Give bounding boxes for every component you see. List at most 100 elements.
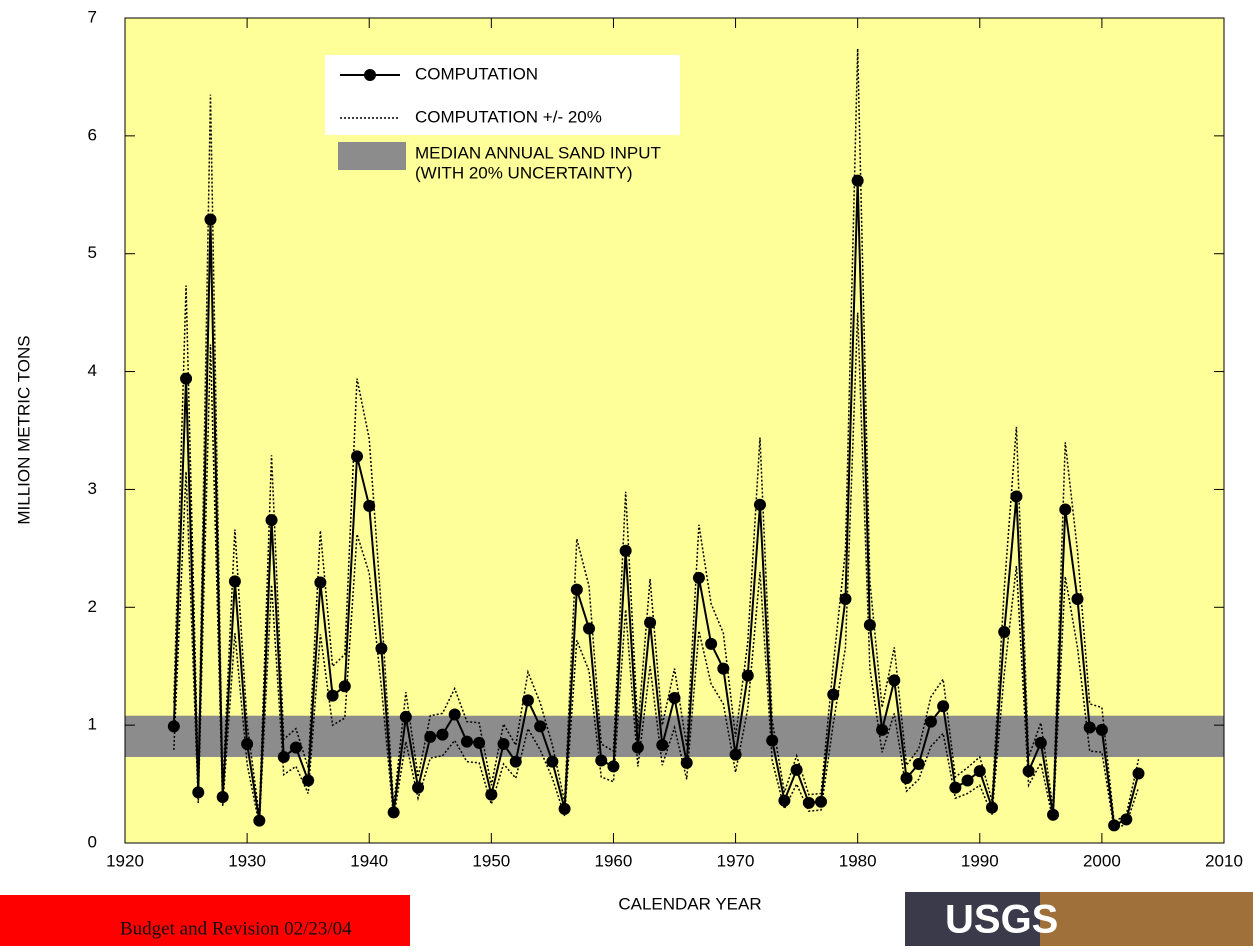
point (485, 788, 498, 801)
note-box (0, 895, 410, 946)
x-tick-label: 2000 (1083, 851, 1121, 870)
x-tick-label: 1920 (106, 851, 144, 870)
x-tick-label: 2010 (1205, 851, 1243, 870)
point (216, 791, 229, 804)
point (766, 734, 779, 747)
point (827, 688, 840, 701)
point (277, 750, 290, 763)
point (985, 801, 998, 814)
point (607, 760, 620, 773)
y-tick-label: 4 (88, 361, 97, 380)
point (815, 795, 828, 808)
point (1047, 808, 1060, 821)
point (729, 748, 742, 761)
point (656, 739, 669, 752)
point (399, 710, 412, 723)
plot-frame (124, 17, 1225, 844)
point (1022, 765, 1035, 778)
legend-label: MEDIAN ANNUAL SAND INPUT (415, 143, 661, 162)
point (497, 738, 510, 750)
point (241, 738, 254, 750)
point (937, 700, 950, 713)
point (375, 642, 388, 655)
point (448, 708, 461, 721)
point (521, 694, 534, 707)
plot-area (125, 18, 1224, 843)
point (1132, 767, 1145, 780)
point (692, 571, 705, 584)
point (583, 622, 596, 635)
point (570, 583, 583, 596)
point (851, 174, 864, 187)
legend-label: COMPUTATION +/- 20% (415, 107, 602, 126)
point (717, 662, 730, 675)
point (595, 754, 608, 767)
point (1059, 503, 1072, 516)
legend-point (364, 69, 376, 81)
point (876, 723, 889, 736)
point (253, 814, 266, 827)
legend-label: COMPUTATION (415, 64, 538, 83)
point (460, 735, 473, 748)
point (1095, 723, 1108, 736)
x-tick-label: 1980 (839, 851, 877, 870)
point (668, 692, 681, 705)
lower-line (173, 312, 1140, 830)
point (802, 796, 815, 809)
point (204, 213, 217, 226)
median-band (125, 715, 1224, 757)
point (228, 575, 241, 588)
point (473, 736, 486, 749)
logo-photo (1040, 892, 1253, 946)
point (644, 616, 657, 629)
point (558, 802, 571, 815)
y-axis-title: MILLION METRIC TONS (14, 335, 33, 524)
point (863, 618, 876, 631)
point (1108, 819, 1121, 832)
point (1083, 721, 1096, 734)
point (949, 781, 962, 794)
point (387, 806, 400, 819)
y-tick-label: 6 (88, 125, 97, 144)
point (631, 741, 644, 754)
point (741, 669, 754, 682)
point (1010, 490, 1023, 503)
point (888, 674, 901, 687)
point (961, 774, 974, 787)
y-tick-label: 2 (88, 597, 97, 616)
point (192, 786, 205, 799)
point (412, 781, 425, 794)
y-tick-label: 1 (88, 715, 97, 734)
legend-swatch (338, 142, 406, 170)
point (546, 755, 559, 768)
point (705, 637, 718, 650)
point (1034, 736, 1047, 749)
y-tick-label: 7 (88, 7, 97, 26)
point (289, 741, 302, 754)
point (839, 593, 852, 606)
x-tick-label: 1970 (717, 851, 755, 870)
point (180, 372, 193, 385)
x-tick-label: 1960 (595, 851, 633, 870)
upper-line (173, 48, 1140, 824)
y-tick-label: 3 (88, 479, 97, 498)
x-tick-label: 1990 (961, 851, 999, 870)
point (338, 680, 351, 693)
point (924, 715, 937, 728)
point (363, 499, 376, 512)
point (509, 755, 522, 768)
point (351, 450, 364, 463)
y-tick-label: 5 (88, 243, 97, 262)
point (790, 763, 803, 776)
point (326, 689, 339, 702)
point (778, 794, 791, 807)
point (436, 728, 449, 741)
point (912, 758, 925, 771)
point (973, 765, 986, 778)
point (619, 544, 632, 557)
point (1071, 593, 1084, 606)
point (680, 756, 693, 769)
logo: USGS (945, 898, 1058, 942)
